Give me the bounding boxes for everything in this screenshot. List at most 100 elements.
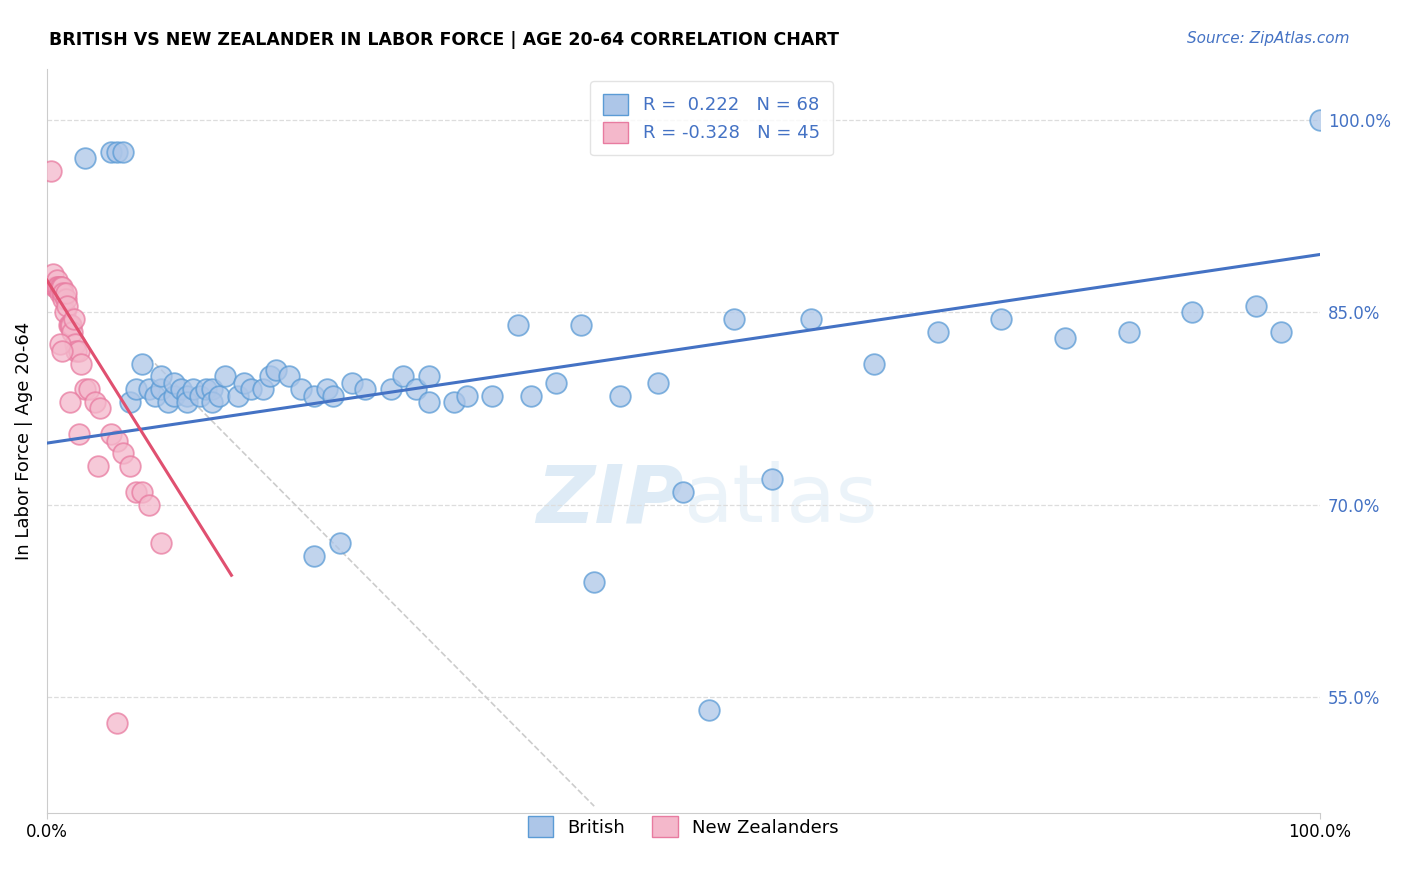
Point [62, 311, 84, 326]
Point [380, 382, 402, 396]
Point [264, 363, 287, 377]
Point [55, 285, 77, 300]
Point [138, 382, 160, 396]
Point [131, 484, 153, 499]
Point [118, 459, 141, 474]
Point [48, 279, 70, 293]
Legend: British, New Zealanders: British, New Zealanders [520, 809, 846, 845]
Point [571, 318, 593, 332]
Point [84, 395, 107, 409]
Point [59, 318, 82, 332]
Point [863, 357, 886, 371]
Y-axis label: In Labor Force | Age 20-64: In Labor Force | Age 20-64 [15, 321, 32, 559]
Point [100, 427, 122, 442]
Text: atlas: atlas [683, 461, 877, 539]
Point [259, 369, 281, 384]
Point [56, 299, 79, 313]
Point [169, 382, 191, 396]
Point [39, 164, 62, 178]
Point [544, 376, 567, 390]
Point [52, 293, 75, 307]
Point [156, 395, 179, 409]
Point [239, 382, 262, 396]
Point [48, 337, 70, 351]
Point [290, 382, 312, 396]
Point [48, 285, 70, 300]
Point [1181, 305, 1204, 319]
Point [46, 273, 69, 287]
Point [799, 311, 821, 326]
Point [42, 267, 65, 281]
Point [138, 498, 160, 512]
Point [302, 549, 325, 563]
Point [181, 382, 204, 396]
Point [226, 389, 249, 403]
Point [60, 325, 83, 339]
Point [51, 279, 73, 293]
Point [583, 574, 606, 589]
Point [52, 285, 75, 300]
Point [233, 376, 256, 390]
Point [214, 369, 236, 384]
Point [761, 472, 783, 486]
Point [329, 536, 352, 550]
Point [150, 536, 173, 550]
Point [67, 427, 90, 442]
Point [519, 389, 541, 403]
Text: ZIP: ZIP [536, 461, 683, 539]
Point [176, 395, 198, 409]
Point [53, 305, 76, 319]
Point [990, 311, 1012, 326]
Point [163, 389, 186, 403]
Point [418, 369, 440, 384]
Point [1270, 325, 1292, 339]
Point [481, 389, 503, 403]
Point [443, 395, 465, 409]
Point [105, 145, 128, 159]
Point [75, 151, 97, 165]
Point [118, 395, 141, 409]
Text: Source: ZipAtlas.com: Source: ZipAtlas.com [1187, 31, 1350, 46]
Point [723, 311, 745, 326]
Point [46, 279, 69, 293]
Point [87, 459, 110, 474]
Point [302, 389, 325, 403]
Point [672, 484, 695, 499]
Point [59, 395, 82, 409]
Point [89, 401, 111, 416]
Point [208, 389, 231, 403]
Point [150, 369, 173, 384]
Point [201, 382, 224, 396]
Point [322, 389, 344, 403]
Point [75, 382, 97, 396]
Point [67, 343, 90, 358]
Point [112, 446, 135, 460]
Point [418, 395, 440, 409]
Point [60, 318, 83, 332]
Point [112, 145, 135, 159]
Point [105, 434, 128, 448]
Point [195, 382, 218, 396]
Point [46, 279, 69, 293]
Point [150, 382, 173, 396]
Point [65, 343, 87, 358]
Point [697, 703, 720, 717]
Point [125, 382, 148, 396]
Point [125, 484, 148, 499]
Point [506, 318, 529, 332]
Point [405, 382, 427, 396]
Point [131, 357, 153, 371]
Point [176, 389, 198, 403]
Point [277, 369, 299, 384]
Point [58, 318, 80, 332]
Point [44, 279, 66, 293]
Point [49, 279, 72, 293]
Point [342, 376, 364, 390]
Point [63, 337, 86, 351]
Point [1309, 112, 1331, 127]
Point [1054, 331, 1077, 345]
Point [55, 293, 77, 307]
Point [45, 279, 67, 293]
Point [609, 389, 631, 403]
Point [647, 376, 669, 390]
